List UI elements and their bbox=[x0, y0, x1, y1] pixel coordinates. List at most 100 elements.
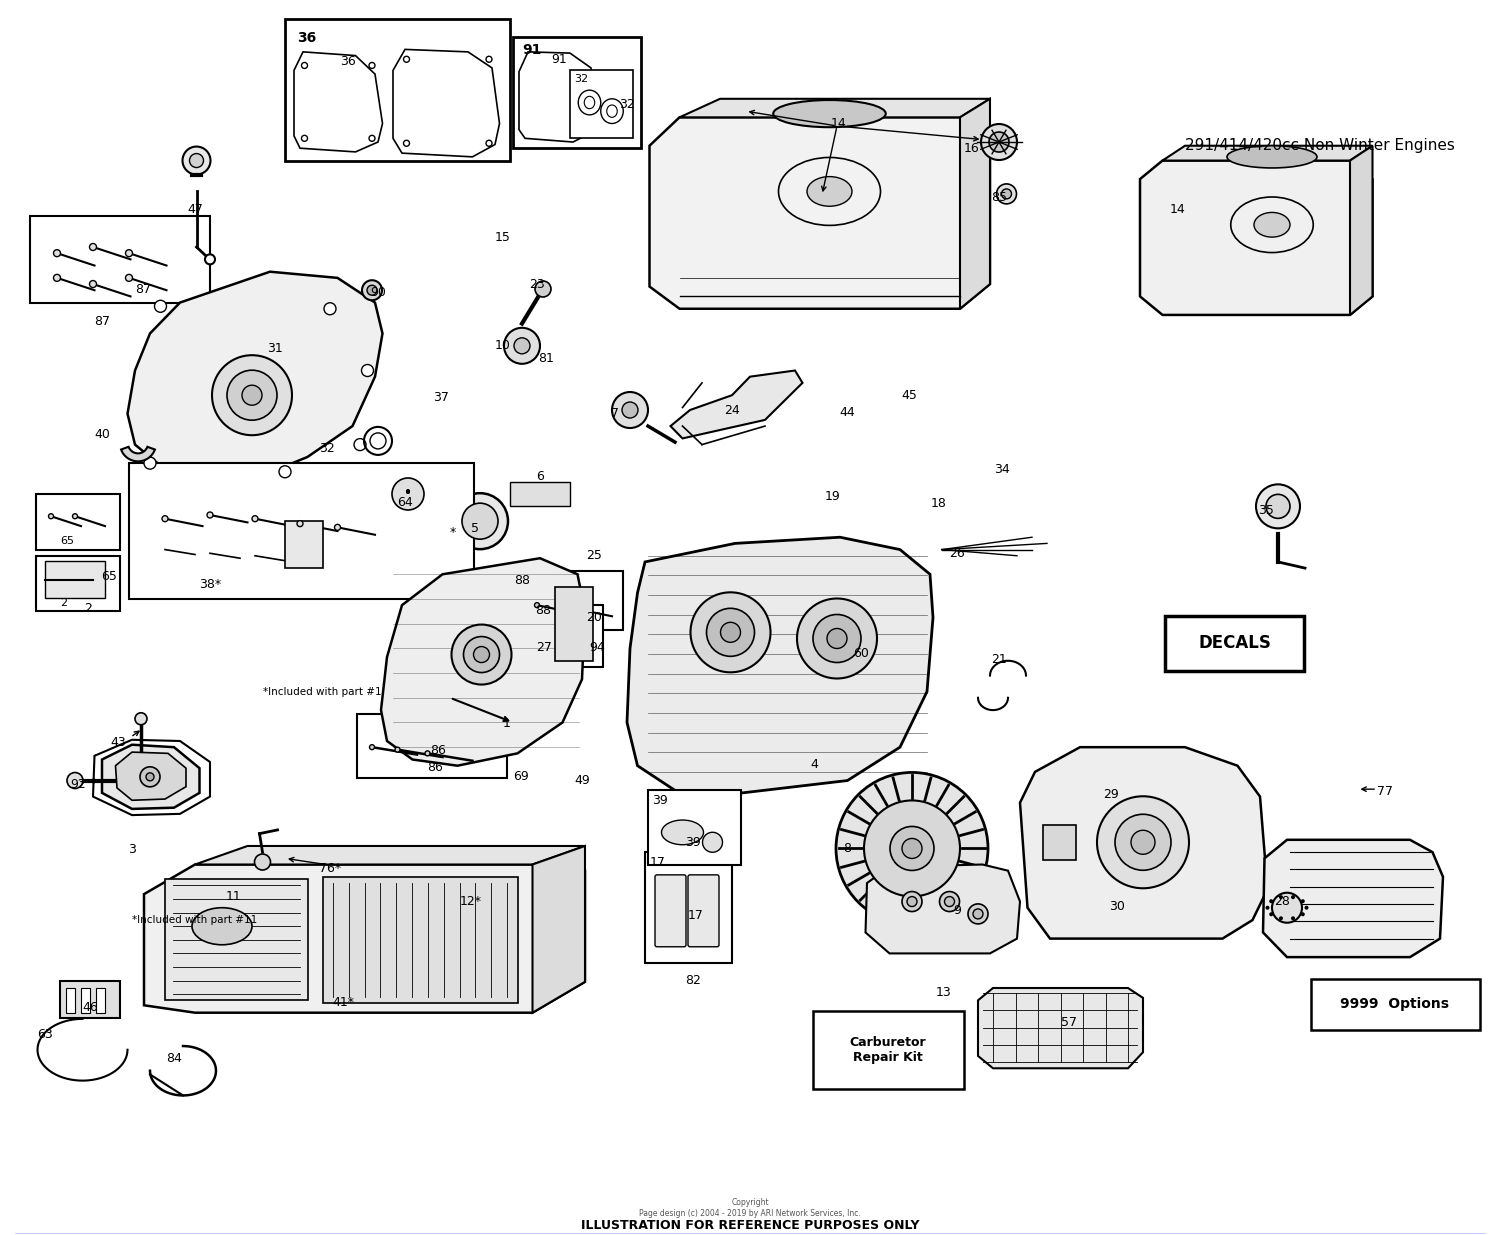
Text: 27: 27 bbox=[537, 641, 552, 653]
Circle shape bbox=[1256, 484, 1300, 529]
Circle shape bbox=[48, 514, 54, 519]
Circle shape bbox=[54, 274, 60, 282]
Circle shape bbox=[226, 370, 278, 420]
Text: 291/414/420cc Non-Winter Engines: 291/414/420cc Non-Winter Engines bbox=[1185, 138, 1455, 153]
Text: 46: 46 bbox=[82, 1002, 98, 1014]
Circle shape bbox=[424, 751, 430, 756]
Bar bbox=[648, 790, 741, 864]
Bar bbox=[96, 988, 105, 1013]
Text: 69: 69 bbox=[513, 771, 528, 783]
Circle shape bbox=[362, 280, 382, 300]
Circle shape bbox=[1269, 899, 1274, 903]
Circle shape bbox=[144, 457, 156, 469]
Text: 18: 18 bbox=[932, 498, 946, 510]
Text: 90: 90 bbox=[370, 287, 386, 299]
Polygon shape bbox=[960, 99, 990, 309]
Circle shape bbox=[622, 403, 638, 417]
FancyBboxPatch shape bbox=[1166, 615, 1304, 672]
Text: 88: 88 bbox=[536, 604, 550, 616]
Text: 47: 47 bbox=[188, 204, 202, 216]
Text: 77: 77 bbox=[1377, 785, 1392, 798]
Bar bbox=[30, 216, 210, 303]
Bar bbox=[285, 521, 322, 568]
Circle shape bbox=[1269, 913, 1274, 916]
Bar bbox=[81, 988, 90, 1013]
FancyBboxPatch shape bbox=[656, 874, 686, 947]
Polygon shape bbox=[1350, 146, 1372, 315]
Bar bbox=[570, 70, 633, 138]
Circle shape bbox=[54, 249, 60, 257]
Text: 12*: 12* bbox=[460, 895, 482, 908]
Circle shape bbox=[406, 489, 410, 494]
Polygon shape bbox=[1020, 747, 1268, 939]
Circle shape bbox=[1002, 189, 1011, 199]
Text: 1: 1 bbox=[503, 718, 512, 730]
Text: 6: 6 bbox=[536, 471, 544, 483]
Circle shape bbox=[996, 184, 1017, 204]
Text: 94: 94 bbox=[590, 641, 604, 653]
Text: 13: 13 bbox=[936, 987, 951, 999]
Text: 88: 88 bbox=[514, 574, 531, 588]
Circle shape bbox=[242, 385, 262, 405]
Bar bbox=[45, 561, 105, 598]
Text: 86: 86 bbox=[427, 761, 444, 774]
Circle shape bbox=[890, 826, 934, 871]
Text: 34: 34 bbox=[994, 463, 1010, 475]
Circle shape bbox=[90, 280, 96, 288]
Text: 65: 65 bbox=[60, 536, 74, 546]
Text: 57: 57 bbox=[1062, 1016, 1077, 1029]
Circle shape bbox=[1272, 893, 1302, 923]
Text: 14: 14 bbox=[1170, 204, 1185, 216]
Circle shape bbox=[354, 438, 366, 451]
Text: 65: 65 bbox=[102, 571, 117, 583]
Text: 5: 5 bbox=[471, 522, 480, 535]
Text: 20: 20 bbox=[586, 611, 602, 624]
Text: 76*: 76* bbox=[320, 862, 340, 874]
Text: 35: 35 bbox=[1258, 504, 1274, 516]
Text: *Included with part #1: *Included with part #1 bbox=[262, 687, 382, 697]
Bar bbox=[322, 877, 518, 1003]
Text: 14: 14 bbox=[831, 117, 846, 130]
Polygon shape bbox=[102, 745, 200, 809]
Circle shape bbox=[406, 489, 410, 494]
Text: 32: 32 bbox=[620, 99, 634, 111]
Text: 82: 82 bbox=[686, 974, 700, 987]
Text: 85: 85 bbox=[992, 191, 1006, 204]
Text: 43: 43 bbox=[111, 736, 126, 748]
Ellipse shape bbox=[807, 177, 852, 206]
Polygon shape bbox=[1162, 146, 1372, 161]
Text: 72: 72 bbox=[1257, 641, 1272, 653]
Polygon shape bbox=[532, 846, 585, 1013]
Circle shape bbox=[1266, 494, 1290, 519]
Circle shape bbox=[612, 391, 648, 429]
Text: 8: 8 bbox=[843, 842, 852, 855]
Text: 70: 70 bbox=[850, 1040, 865, 1052]
Circle shape bbox=[1292, 895, 1294, 899]
Circle shape bbox=[1300, 913, 1305, 916]
Circle shape bbox=[1266, 905, 1269, 910]
Circle shape bbox=[536, 282, 550, 296]
Text: 30: 30 bbox=[1110, 900, 1125, 913]
Circle shape bbox=[90, 243, 96, 251]
Circle shape bbox=[504, 327, 540, 364]
Polygon shape bbox=[650, 117, 990, 309]
Circle shape bbox=[864, 800, 960, 897]
Circle shape bbox=[836, 772, 989, 925]
Text: 2: 2 bbox=[84, 603, 93, 615]
Circle shape bbox=[369, 745, 375, 750]
Circle shape bbox=[406, 489, 410, 494]
FancyBboxPatch shape bbox=[1311, 978, 1479, 1030]
Circle shape bbox=[135, 713, 147, 725]
Text: 40: 40 bbox=[94, 429, 110, 441]
Text: 31: 31 bbox=[267, 342, 282, 354]
Circle shape bbox=[394, 747, 400, 752]
Circle shape bbox=[189, 153, 204, 168]
Text: 16: 16 bbox=[964, 142, 980, 154]
Circle shape bbox=[514, 338, 529, 353]
Text: 3: 3 bbox=[128, 844, 136, 856]
Polygon shape bbox=[195, 846, 585, 864]
Circle shape bbox=[406, 489, 410, 494]
Circle shape bbox=[406, 489, 410, 494]
Circle shape bbox=[988, 132, 1010, 152]
Text: 91: 91 bbox=[552, 53, 567, 65]
